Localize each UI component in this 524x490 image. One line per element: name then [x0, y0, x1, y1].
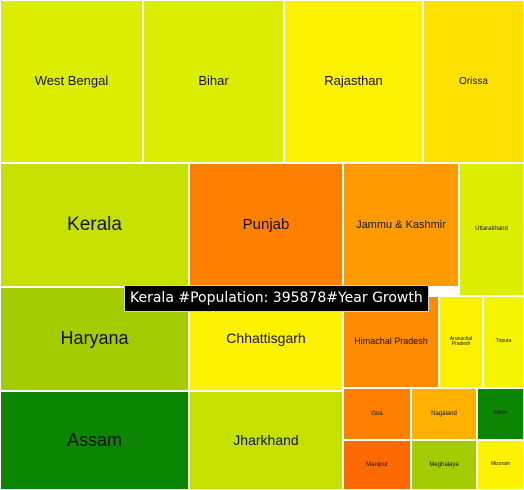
treemap-cell-label: Jammu & Kashmir — [356, 218, 446, 231]
treemap-cell-label: Goa — [371, 410, 383, 417]
treemap-cell[interactable]: Rajasthan — [284, 0, 423, 163]
treemap-cell[interactable]: Manipur — [343, 440, 411, 490]
treemap-cell[interactable]: Nagaland — [411, 388, 477, 440]
treemap-cell[interactable]: Tripura — [483, 296, 524, 388]
tooltip: Kerala #Population: 395878#Year Growth — [124, 285, 429, 312]
treemap-cell-label: Assam — [66, 429, 122, 450]
treemap-cell[interactable]: Kerala — [0, 163, 189, 287]
treemap-cell-label: Meghalaya — [429, 461, 459, 468]
treemap-cell-label: Jharkhand — [233, 431, 299, 448]
treemap-cell-label: Nagaland — [431, 410, 457, 417]
treemap-cell[interactable]: Mizoram — [477, 440, 524, 490]
treemap-cell-label: Rajasthan — [324, 73, 383, 89]
treemap-cell[interactable]: Goa — [343, 388, 411, 440]
treemap-cell[interactable]: Uttarakhand — [459, 163, 524, 296]
treemap-cell[interactable]: Orissa — [423, 0, 524, 163]
treemap-cell[interactable]: Bihar — [143, 0, 284, 163]
treemap-cell-label: Kerala — [67, 213, 122, 235]
treemap-cell-label: Orissa — [459, 76, 488, 87]
treemap-cell[interactable]: Arunachal Pradesh — [439, 296, 483, 388]
treemap-cell-label: Uttarakhand — [475, 226, 508, 233]
treemap-cell-label: Haryana — [60, 328, 129, 349]
treemap-cell[interactable]: Punjab — [189, 163, 343, 287]
treemap-cell[interactable]: Meghalaya — [411, 440, 477, 490]
treemap-cell-label: Chhattisgarh — [226, 330, 306, 347]
treemap-cell[interactable]: Sikkim — [477, 388, 524, 440]
treemap-cell[interactable]: Assam — [0, 391, 189, 490]
treemap-cell-label: Punjab — [242, 215, 290, 233]
treemap-cell[interactable]: West Bengal — [0, 0, 143, 163]
treemap-cell-label: Mizoram — [490, 461, 511, 468]
treemap-cell-label: Manipur — [366, 461, 388, 468]
treemap-cell-label: Himachal Pradesh — [354, 336, 428, 347]
treemap-cell-label: Sikkim — [493, 410, 508, 417]
treemap-cell-label: Bihar — [198, 73, 229, 89]
treemap-cell[interactable]: Jharkhand — [189, 391, 343, 490]
treemap-cell[interactable]: Jammu & Kashmir — [343, 163, 459, 287]
treemap-cell-label: Arunachal Pradesh — [449, 335, 473, 347]
treemap-cell-label: Tripura — [495, 338, 512, 345]
treemap-cell-label: West Bengal — [34, 73, 109, 89]
